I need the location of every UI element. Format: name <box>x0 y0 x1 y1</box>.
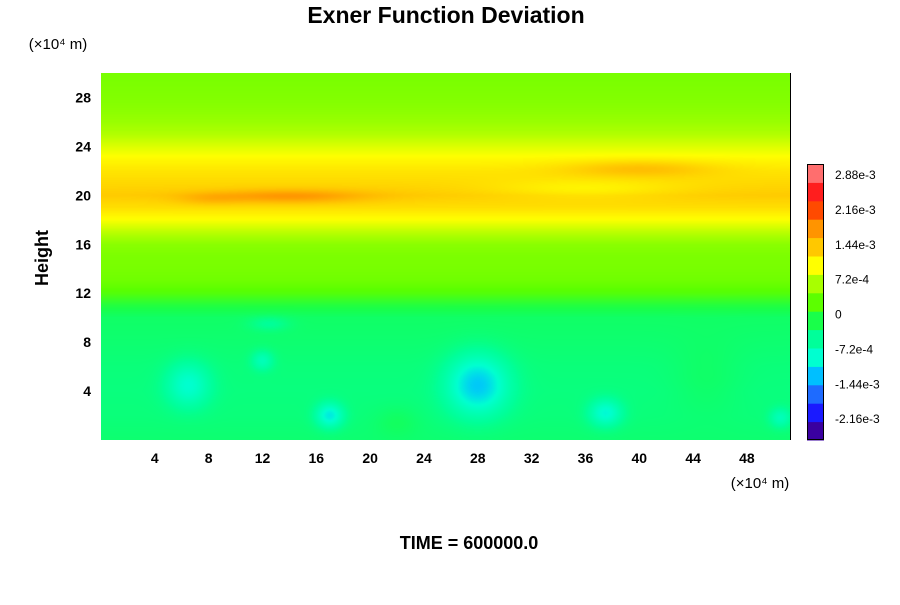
y-unit-label: (×10⁴ m) <box>29 36 88 53</box>
colorbar <box>807 164 824 441</box>
time-label: TIME = 600000.0 <box>400 533 539 553</box>
colorbar-swatch <box>807 274 824 294</box>
colorbar-swatch <box>807 421 824 441</box>
colorbar-label: 1.44e-3 <box>835 238 876 252</box>
colorbar-swatch <box>807 200 824 220</box>
y-tick-label: 16 <box>75 236 91 252</box>
chart-title: Exner Function Deviation <box>307 2 584 28</box>
y-tick-label: 4 <box>83 383 91 399</box>
colorbar-swatch <box>807 366 824 386</box>
colorbar-border <box>807 164 824 440</box>
colorbar-swatch <box>807 256 824 275</box>
colorbar-label: -1.44e-3 <box>835 377 880 391</box>
y-tick-label: 24 <box>75 138 91 154</box>
colorbar-swatch <box>807 311 824 331</box>
x-tick-label: 16 <box>309 450 325 466</box>
y-tick-labels: 4 8 12 16 20 24 28 <box>75 89 91 399</box>
x-tick-label: 28 <box>470 450 486 466</box>
colorbar-swatch <box>807 219 824 239</box>
y-tick-label: 28 <box>75 89 91 105</box>
x-tick-label: 40 <box>631 450 647 466</box>
x-tick-label: 48 <box>739 450 755 466</box>
y-tick-label: 8 <box>83 334 91 350</box>
x-tick-label: 20 <box>362 450 378 466</box>
colorbar-swatch <box>807 292 824 312</box>
heatmap-field <box>101 73 790 440</box>
colorbar-swatch <box>807 164 824 183</box>
x-tick-label: 8 <box>205 450 213 466</box>
colorbar-label: -2.16e-3 <box>835 412 880 426</box>
y-axis-label: Height <box>32 230 52 286</box>
colorbar-swatch <box>807 237 824 257</box>
x-tick-label: 12 <box>255 450 271 466</box>
colorbar-swatch <box>807 403 824 423</box>
x-unit-label: (×10⁴ m) <box>731 475 790 492</box>
colorbar-swatch <box>807 182 824 202</box>
x-tick-label: 44 <box>685 450 701 466</box>
colorbar-swatch <box>807 384 824 404</box>
colorbar-swatch <box>807 329 824 349</box>
x-tick-labels: 4 8 12 16 20 24 28 32 36 40 44 48 <box>151 450 755 466</box>
colorbar-label: -7.2e-4 <box>835 342 873 356</box>
x-tick-label: 4 <box>151 450 159 466</box>
x-tick-label: 24 <box>416 450 432 466</box>
x-tick-label: 36 <box>578 450 594 466</box>
colorbar-label: 2.88e-3 <box>835 168 876 182</box>
colorbar-labels: 2.88e-3 2.16e-3 1.44e-3 7.2e-4 0 -7.2e-4 -1.44… <box>835 168 880 426</box>
colorbar-label: 2.16e-3 <box>835 203 876 217</box>
x-tick-label: 32 <box>524 450 540 466</box>
y-tick-label: 20 <box>75 187 91 203</box>
colorbar-label: 0 <box>835 308 842 322</box>
colorbar-swatch <box>807 348 824 367</box>
colorbar-label: 7.2e-4 <box>835 273 869 287</box>
y-tick-label: 12 <box>75 285 91 301</box>
plot-area <box>101 73 791 440</box>
